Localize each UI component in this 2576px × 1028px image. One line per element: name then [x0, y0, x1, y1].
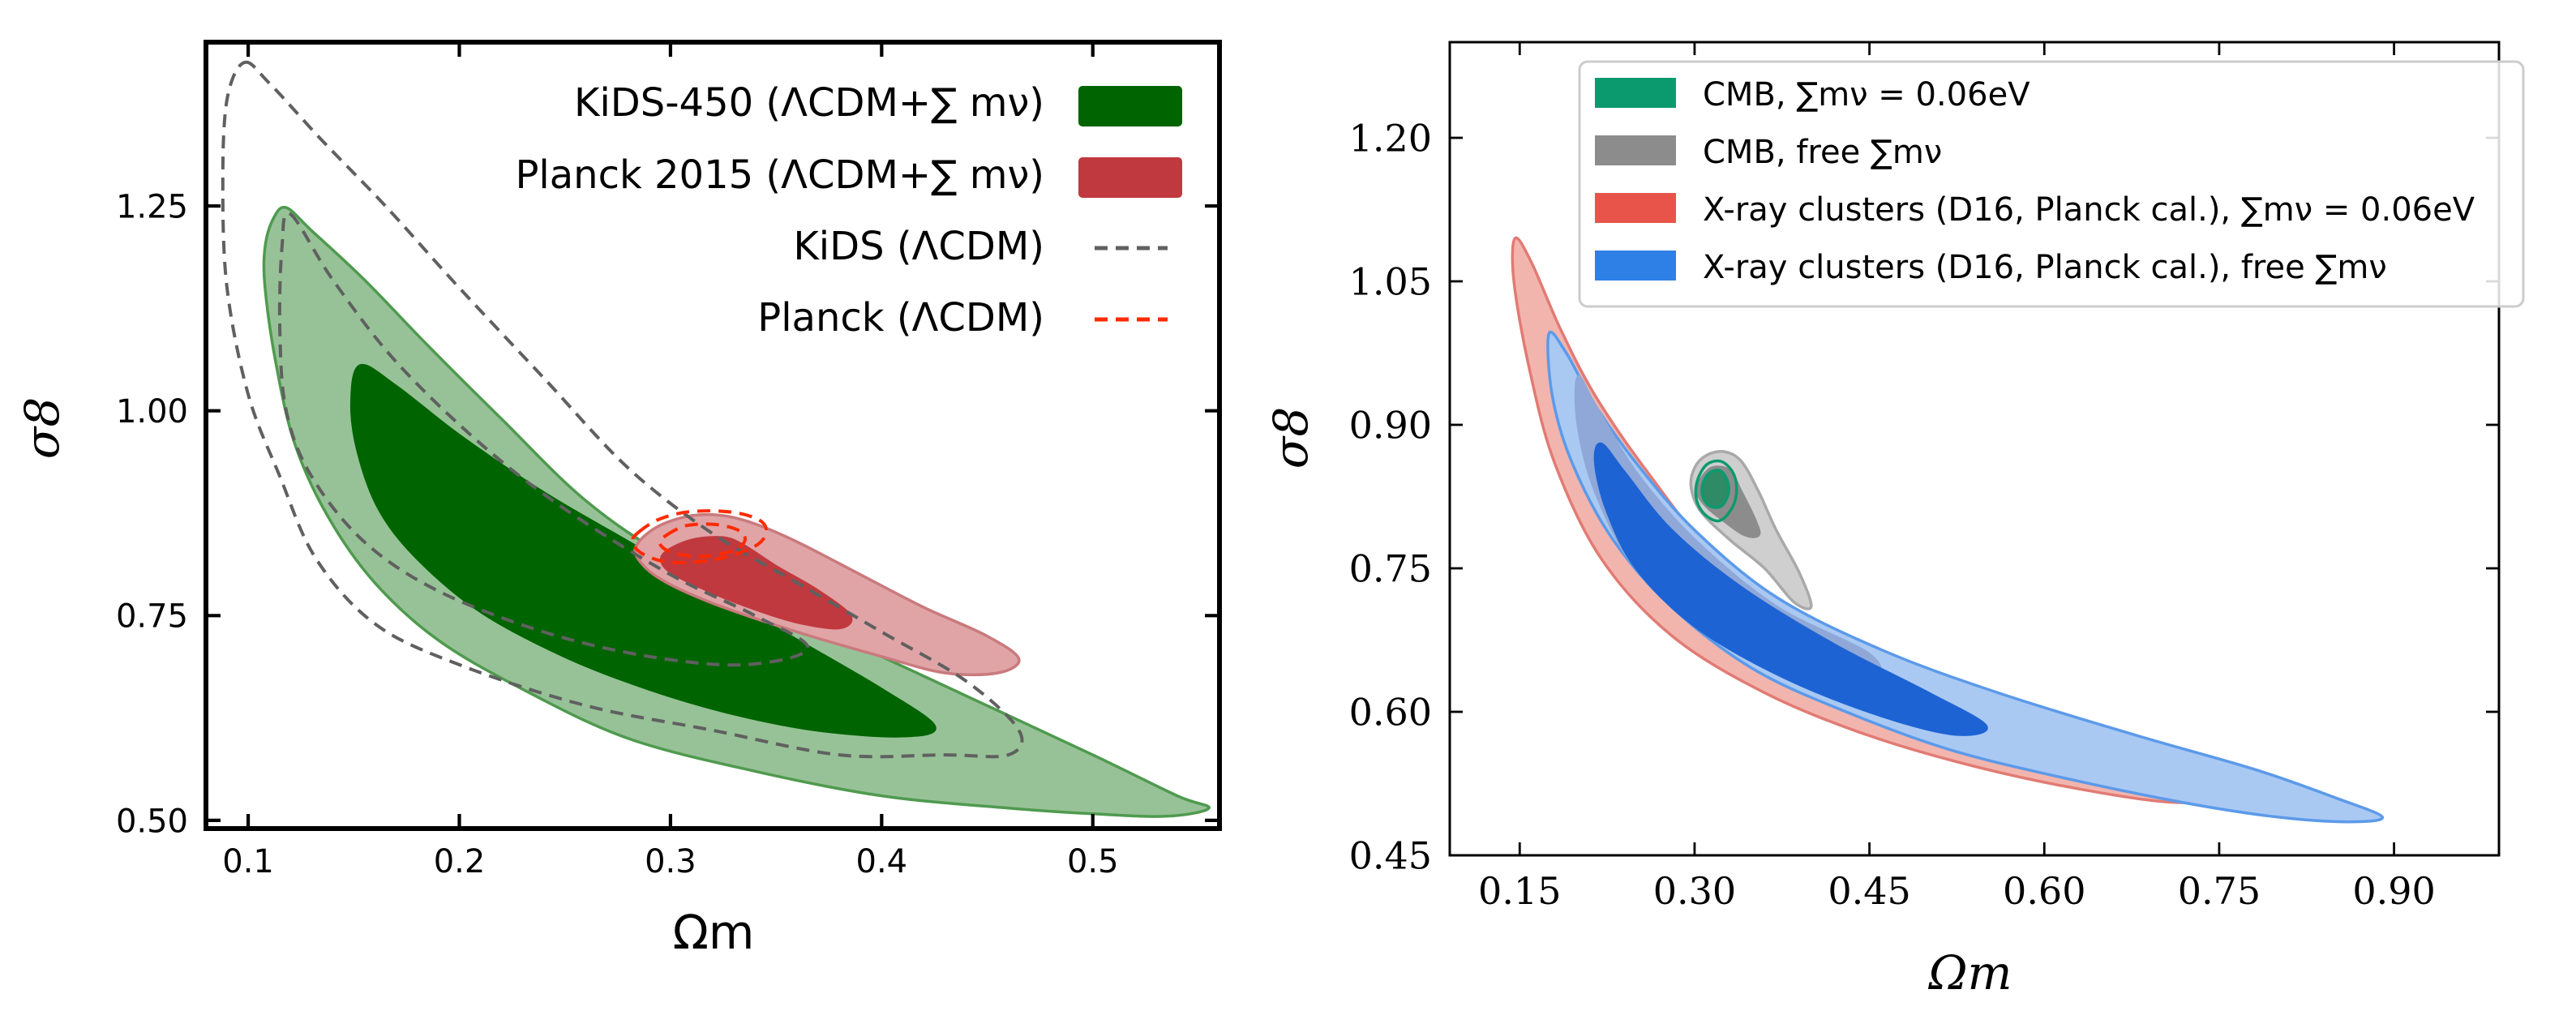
left-legend-label-planck-lcdm: Planck (ΛCDM) — [757, 295, 1044, 341]
left-contour-planck-2015-68 — [659, 536, 853, 630]
left-xlabel: Ωm — [673, 905, 755, 960]
left-ytick-label: 0.50 — [116, 803, 188, 840]
right-xtick-label: 0.60 — [2003, 869, 2085, 913]
right-legend-swatch-xray-free — [1595, 251, 1676, 281]
left-legend-label-kids450: KiDS-450 (ΛCDM+∑ mν) — [574, 80, 1044, 126]
right-legend-box — [1578, 60, 2525, 308]
right-contours — [1511, 236, 2384, 824]
right-ticks: 0.15 0.30 0.45 0.60 0.75 0.90 0.45 0.60 0.75 0.90… — [1349, 42, 2499, 913]
left-contours — [221, 60, 1211, 818]
right-plot-frame — [1448, 41, 2501, 857]
left-contour-planck-cdm-68 — [658, 522, 747, 559]
right-legend-label-cmb-fixed: CMB, ∑mν = 0.06eV — [1703, 76, 2030, 114]
left-legend: KiDS-450 (ΛCDM+∑ mν) Planck 2015 (ΛCDM+∑… — [515, 80, 1182, 341]
left-ticks: 0.1 0.2 0.3 0.4 0.5 0.50 0.75 1.00 1.25 — [116, 42, 1219, 880]
right-ytick-label: 0.60 — [1349, 691, 1432, 735]
left-xtick-label: 0.1 — [222, 843, 274, 880]
right-legend-label-xray-fixed: X-ray clusters (D16, Planck cal.), ∑mν =… — [1703, 191, 2475, 229]
right-ytick-label: 1.20 — [1349, 117, 1432, 161]
right-contour-cmb-0-06ev-95 — [1694, 459, 1738, 523]
left-contour-kids-cdm-95 — [221, 60, 1024, 759]
left-legend-label-kids-lcdm: KiDS (ΛCDM) — [793, 224, 1044, 269]
left-contour-kids-450-95 — [262, 205, 1211, 818]
left-plot-frame — [204, 40, 1222, 831]
right-xtick-label: 0.90 — [2352, 869, 2435, 913]
right-legend-swatch-cmb-free — [1595, 135, 1676, 165]
right-xtick-label: 0.75 — [2178, 869, 2261, 913]
left-xtick-label: 0.5 — [1067, 843, 1119, 880]
right-ylabel: σ8 — [1263, 407, 1318, 469]
left-ytick-label: 0.75 — [116, 598, 188, 636]
right-panel: 0.15 0.30 0.45 0.60 0.75 0.90 0.45 0.60 0.75 0.90… — [1263, 41, 2525, 1000]
right-xtick-label: 0.15 — [1478, 869, 1561, 913]
right-legend-swatch-cmb-fixed — [1595, 78, 1676, 108]
left-xtick-label: 0.4 — [856, 843, 908, 880]
left-legend-swatch-planck2015 — [1078, 157, 1182, 198]
left-contour-planck-cdm-95 — [630, 509, 769, 565]
right-legend-label-cmb-free: CMB, free ∑mν — [1703, 134, 1942, 171]
left-ylabel: σ8 — [15, 397, 70, 460]
left-panel: 0.1 0.2 0.3 0.4 0.5 0.50 0.75 1.00 1.25 KiDS-450… — [15, 40, 1222, 960]
right-contour-x-ray-free-68 — [1593, 442, 1988, 736]
right-xtick-label: 0.30 — [1653, 869, 1736, 913]
right-legend: CMB, ∑mν = 0.06eV CMB, free ∑mν X-ray cl… — [1578, 60, 2525, 308]
left-contour-kids-cdm-68 — [277, 212, 810, 667]
left-xtick-label: 0.2 — [434, 843, 486, 880]
right-contour-cmb-0-06ev-68 — [1700, 469, 1730, 509]
right-ytick-label: 0.75 — [1349, 547, 1432, 591]
right-ytick-label: 0.45 — [1349, 834, 1432, 878]
left-ytick-label: 1.25 — [116, 188, 188, 225]
right-ytick-label: 1.05 — [1349, 260, 1432, 304]
right-legend-swatch-xray-fixed — [1595, 193, 1676, 223]
right-ytick-label: 0.90 — [1349, 404, 1432, 448]
left-legend-label-planck2015: Planck 2015 (ΛCDM+∑ mν) — [515, 152, 1044, 198]
left-xtick-label: 0.3 — [645, 843, 697, 880]
right-legend-label-xray-free: X-ray clusters (D16, Planck cal.), free … — [1703, 249, 2387, 286]
left-ytick-label: 1.00 — [116, 393, 188, 430]
left-legend-swatch-kids450 — [1078, 86, 1182, 126]
right-xlabel: Ωm — [1927, 945, 2012, 1000]
right-xtick-label: 0.45 — [1828, 869, 1910, 913]
